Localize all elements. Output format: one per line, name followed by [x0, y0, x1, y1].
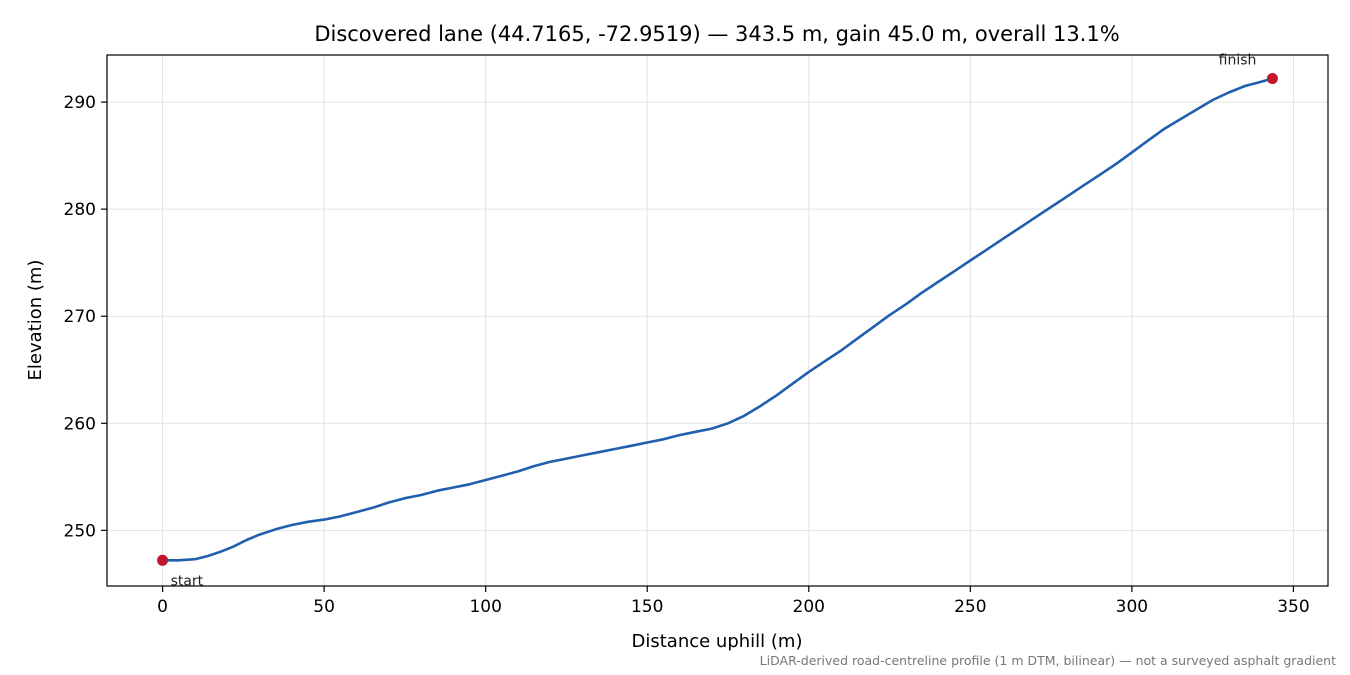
x-tick-label: 300 [1116, 597, 1148, 617]
footnote: LiDAR-derived road-centreline profile (1… [760, 653, 1336, 668]
x-tick-label: 150 [631, 597, 663, 617]
x-axis-label: Distance uphill (m) [632, 631, 803, 652]
y-tick-label: 260 [64, 414, 96, 434]
x-tick-label: 100 [469, 597, 501, 617]
x-tick-label: 0 [157, 597, 168, 617]
plot-frame [106, 54, 1329, 587]
y-tick-label: 280 [64, 200, 96, 220]
x-tick-label: 50 [313, 597, 335, 617]
marker-layer: start finish [157, 53, 1278, 589]
start-marker [157, 554, 169, 566]
finish-marker [1266, 73, 1278, 85]
y-axis-label: Elevation (m) [25, 260, 46, 381]
y-tick-label: 270 [64, 307, 96, 327]
grid-lines [107, 55, 1328, 586]
x-tick-label: 350 [1277, 597, 1309, 617]
x-tick-label: 200 [793, 597, 825, 617]
series-layer [161, 77, 1274, 562]
y-tick-label: 250 [64, 521, 96, 541]
tick-layer: 0 50 100 150 200 250 300 350 250 260 270 280 290 [64, 93, 1310, 617]
start-annotation: start [171, 573, 204, 589]
y-tick-label: 290 [64, 93, 96, 113]
finish-annotation: finish [1219, 53, 1257, 69]
chart-title: Discovered lane (44.7165, -72.9519) — 34… [314, 22, 1119, 46]
elevation-series-line [161, 77, 1274, 562]
x-tick-label: 250 [954, 597, 986, 617]
